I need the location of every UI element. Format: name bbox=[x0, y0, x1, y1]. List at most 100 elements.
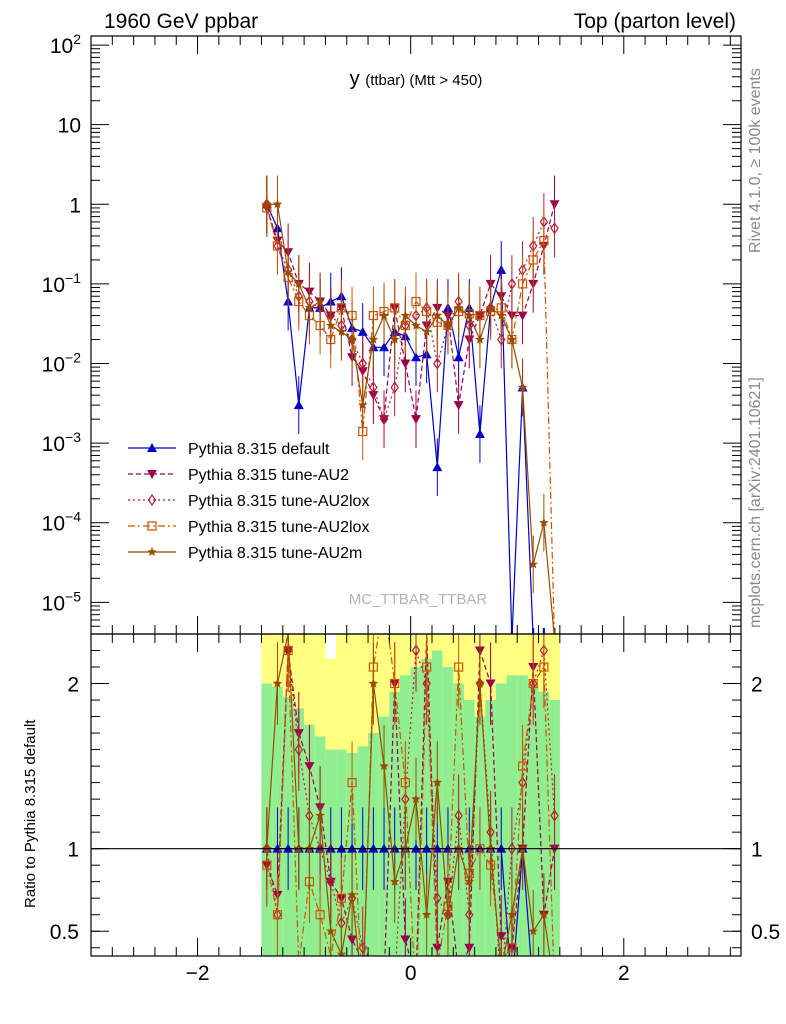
header-process-label: Top (parton level) bbox=[573, 10, 736, 33]
data-point bbox=[539, 517, 549, 527]
ratio-point bbox=[379, 761, 389, 771]
series-line-4 bbox=[266, 207, 555, 634]
main-y-tick-label: 10 bbox=[58, 115, 81, 138]
data-point bbox=[507, 277, 517, 290]
main-y-tick-label: 1 bbox=[69, 194, 81, 217]
data-point bbox=[432, 462, 443, 472]
data-point bbox=[517, 382, 528, 392]
ratio-point bbox=[400, 935, 411, 945]
legend: Pythia 8.315 default Pythia 8.315 tune-AU… bbox=[128, 441, 369, 562]
ratio-point bbox=[539, 909, 549, 919]
data-point bbox=[368, 334, 379, 344]
data-point bbox=[528, 559, 538, 569]
data-point bbox=[369, 381, 378, 394]
ratio-point bbox=[304, 762, 315, 772]
ratio-point bbox=[326, 875, 335, 888]
data-point bbox=[379, 342, 390, 352]
ratio-y-tick-label: 1 bbox=[67, 839, 79, 862]
legend-label: Pythia 8.315 tune-AU2lox bbox=[188, 493, 369, 510]
header-energy-label: 1960 GeV ppbar bbox=[104, 10, 259, 33]
main-series-group bbox=[261, 175, 560, 634]
data-point bbox=[389, 334, 400, 344]
ratio-point bbox=[400, 778, 410, 788]
ratio-point bbox=[485, 679, 496, 689]
data-point bbox=[485, 302, 496, 312]
data-point bbox=[453, 302, 464, 312]
ratio-point bbox=[550, 809, 559, 822]
analysis-watermark: MC_TTBAR_TTBAR bbox=[349, 591, 488, 608]
ratio-y-tick-label: 0.5 bbox=[50, 921, 79, 944]
data-point bbox=[379, 310, 389, 320]
main-y-tick-label: 10−5 bbox=[42, 588, 82, 615]
plot-title-sub: (ttbar) (Mtt > 450) bbox=[365, 72, 482, 89]
series-line-1 bbox=[266, 204, 534, 634]
data-point bbox=[539, 235, 549, 246]
main-y-tick-label: 10−1 bbox=[42, 270, 82, 297]
data-point bbox=[496, 310, 506, 320]
main-y-tick-label: 10−3 bbox=[42, 429, 82, 456]
ratio-point bbox=[411, 644, 421, 657]
data-point bbox=[358, 357, 367, 370]
data-point bbox=[379, 413, 389, 426]
data-point bbox=[550, 222, 559, 235]
data-point bbox=[347, 334, 357, 344]
ratio-point bbox=[528, 926, 538, 936]
ratio-point bbox=[336, 949, 347, 956]
rivet-version-label: Rivet 4.1.0, ≥ 100k events bbox=[747, 68, 764, 253]
ratio-point bbox=[454, 662, 464, 672]
data-point bbox=[517, 311, 528, 321]
data-point bbox=[400, 310, 411, 320]
data-point bbox=[433, 357, 442, 370]
data-point bbox=[443, 320, 453, 330]
data-point bbox=[474, 429, 485, 439]
ratio-point bbox=[315, 910, 325, 920]
ratio-point bbox=[390, 678, 400, 689]
legend-label: Pythia 8.315 tune-AU2 bbox=[188, 467, 349, 484]
x-tick-label: 2 bbox=[618, 962, 630, 985]
ratio-line-5 bbox=[266, 634, 551, 956]
main-y-tick-label: 102 bbox=[50, 31, 81, 58]
ratio-line-4 bbox=[266, 634, 555, 956]
main-y-tick-label: 10−4 bbox=[42, 509, 82, 536]
ratio-point bbox=[389, 876, 400, 886]
ratio-point bbox=[368, 678, 379, 688]
data-point bbox=[528, 255, 538, 265]
ratio-point bbox=[411, 794, 421, 804]
data-point bbox=[517, 279, 528, 289]
ratio-point bbox=[347, 778, 357, 788]
data-point bbox=[357, 326, 368, 336]
ratio-point bbox=[422, 662, 432, 672]
ratio-point bbox=[528, 678, 538, 689]
data-point bbox=[411, 352, 421, 362]
data-point bbox=[411, 415, 421, 425]
data-point bbox=[272, 241, 283, 251]
series-line-2 bbox=[266, 204, 556, 422]
legend-label: Pythia 8.315 tune-AU2m bbox=[188, 545, 362, 562]
data-point bbox=[304, 302, 315, 312]
series-line-5 bbox=[266, 203, 555, 634]
ratio-point bbox=[272, 678, 283, 688]
legend-marker bbox=[147, 443, 157, 452]
data-point bbox=[411, 320, 421, 330]
ratio-y-tick-label-right: 0.5 bbox=[751, 921, 780, 944]
ratio-band-green bbox=[538, 691, 550, 956]
data-point bbox=[294, 278, 304, 288]
data-point bbox=[262, 199, 272, 209]
legend-marker bbox=[147, 547, 157, 556]
data-point bbox=[400, 359, 411, 369]
ratio-y-tick-label: 2 bbox=[67, 674, 79, 697]
ratio-band-green bbox=[527, 683, 539, 956]
plot-title-group: y (ttbar) (Mtt > 450) MC_TTBAR_TTBAR bbox=[349, 68, 488, 608]
ratio-plot-frame bbox=[90, 633, 742, 957]
legend-label: Pythia 8.315 tune-AU2lox bbox=[188, 519, 369, 536]
data-point bbox=[358, 400, 368, 410]
ratio-point bbox=[315, 810, 325, 820]
ratio-point bbox=[294, 743, 304, 756]
ratio-point bbox=[421, 909, 432, 919]
data-point bbox=[326, 320, 336, 330]
x-tick-label: 0 bbox=[405, 962, 417, 985]
ratio-point bbox=[539, 662, 549, 672]
ratio-point bbox=[432, 777, 443, 787]
data-point bbox=[315, 296, 325, 306]
